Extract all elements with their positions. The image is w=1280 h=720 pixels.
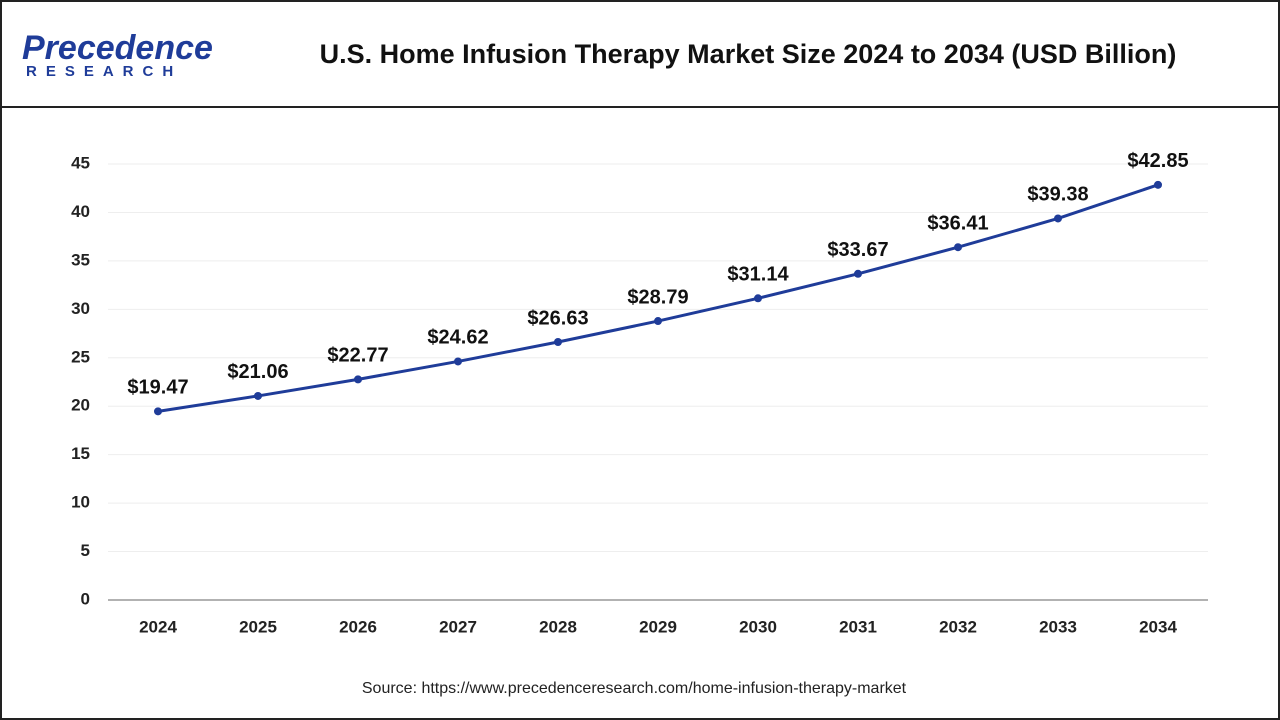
x-tick-label: 2028: [539, 617, 577, 636]
data-point: [454, 357, 462, 366]
data-point: [754, 294, 762, 303]
x-tick-label: 2030: [739, 617, 777, 636]
y-tick-label: 30: [71, 299, 90, 318]
value-label: $36.41: [927, 213, 988, 235]
data-point: [154, 407, 162, 416]
x-tick-label: 2024: [139, 617, 177, 636]
source-note: Source: https://www.precedenceresearch.c…: [362, 680, 907, 697]
y-tick-label: 10: [71, 493, 90, 512]
x-tick-label: 2034: [1139, 617, 1177, 636]
y-tick-label: 35: [71, 250, 90, 269]
x-tick-label: 2026: [339, 617, 377, 636]
value-label: $28.79: [627, 286, 688, 308]
chart-title: U.S. Home Infusion Therapy Market Size 2…: [320, 39, 1177, 69]
value-label: $21.06: [227, 361, 288, 383]
y-tick-label: 40: [71, 202, 90, 221]
value-label: $22.77: [327, 345, 388, 367]
data-point: [1054, 214, 1062, 223]
data-point: [254, 391, 262, 400]
value-label: $24.62: [427, 327, 488, 349]
data-point: [654, 317, 662, 326]
data-point: [854, 269, 862, 278]
value-label: $19.47: [127, 377, 188, 399]
value-label: $26.63: [527, 307, 588, 329]
x-tick-label: 2027: [439, 617, 477, 636]
logo-name: Precedence: [22, 29, 213, 67]
y-tick-label: 0: [81, 589, 90, 608]
y-tick-label: 5: [81, 541, 90, 560]
x-tick-label: 2033: [1039, 617, 1077, 636]
data-point: [554, 337, 562, 346]
data-point: [954, 243, 962, 252]
y-tick-label: 25: [71, 347, 90, 366]
value-label: $31.14: [727, 264, 789, 286]
x-tick-label: 2031: [839, 617, 877, 636]
y-tick-label: 45: [71, 153, 90, 172]
y-tick-label: 20: [71, 396, 90, 415]
value-label: $42.85: [1127, 150, 1188, 172]
y-tick-label: 15: [71, 444, 90, 463]
x-tick-label: 2025: [239, 617, 277, 636]
data-point: [354, 375, 362, 384]
logo-tagline: RESEARCH: [26, 63, 182, 80]
data-point: [1154, 180, 1162, 189]
value-label: $33.67: [827, 239, 888, 261]
value-label: $39.38: [1027, 184, 1088, 206]
x-tick-label: 2029: [639, 617, 677, 636]
x-tick-label: 2032: [939, 617, 977, 636]
